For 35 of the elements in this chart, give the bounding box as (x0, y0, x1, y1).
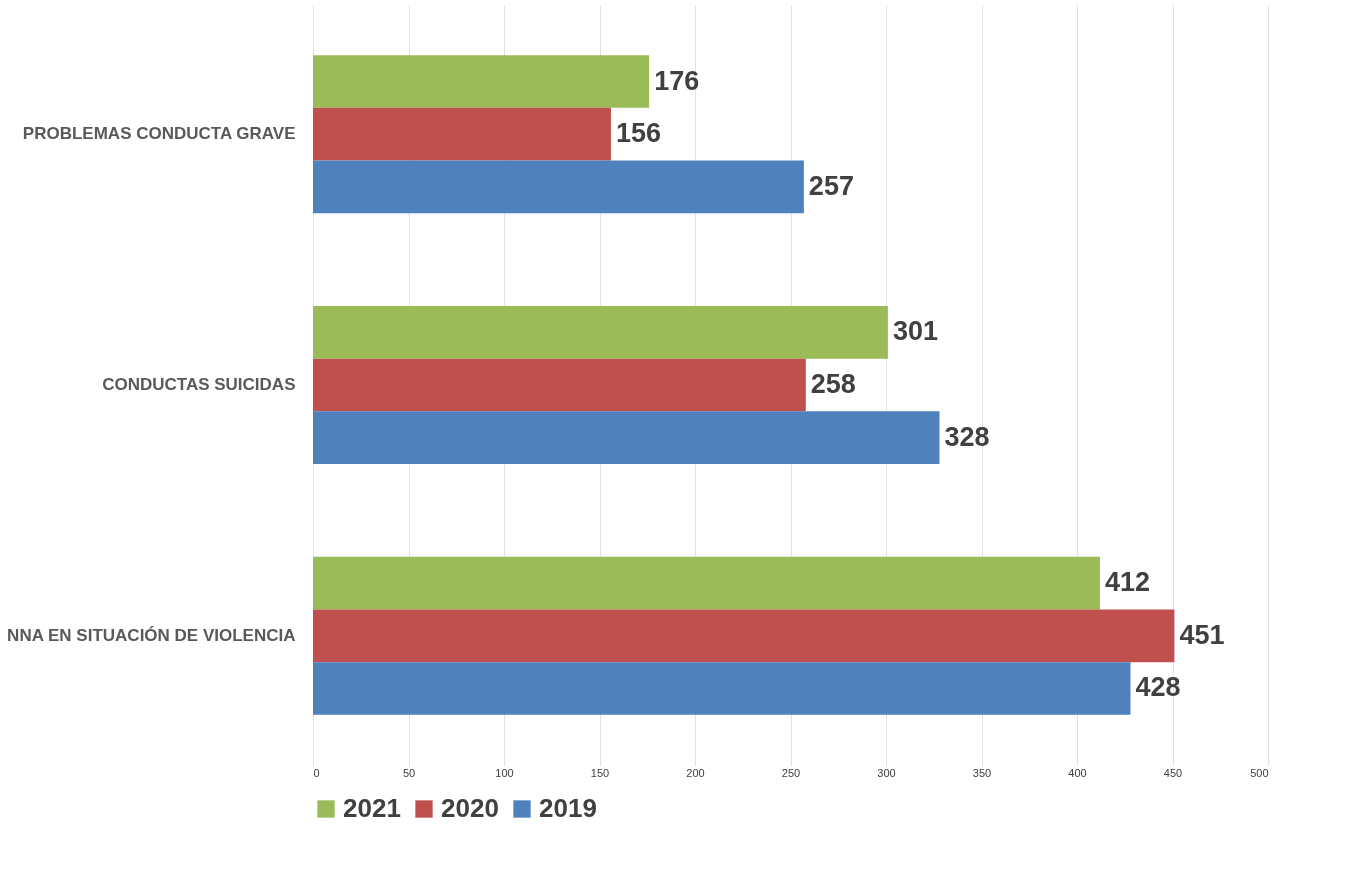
data-label: 258 (810, 369, 856, 399)
x-tick-label: 200 (686, 766, 705, 779)
x-tick-label: 0 (313, 766, 320, 779)
data-label: 301 (892, 316, 938, 347)
legend-label: 2020 (441, 793, 499, 823)
bar (313, 411, 940, 465)
x-tick-label: 350 (972, 766, 992, 779)
bar (313, 609, 1175, 663)
x-tick-label: 500 (1250, 766, 1269, 779)
x-tick-label: 100 (495, 766, 514, 779)
x-tick-label: 300 (877, 766, 896, 779)
y-tick-label: CONDUCTAS SUICIDAS (102, 375, 296, 394)
legend-label: 2019 (539, 793, 597, 823)
legend-label: 2021 (343, 793, 401, 823)
data-label: 451 (1179, 619, 1225, 650)
x-tick-label: 400 (1068, 766, 1087, 779)
x-tick-label: 250 (781, 766, 801, 779)
bar (313, 358, 806, 412)
bar (313, 662, 1131, 715)
x-tick-label: 450 (1163, 766, 1183, 779)
data-label: 176 (654, 65, 700, 96)
bar (313, 305, 888, 359)
bar (313, 107, 611, 161)
data-label: 428 (1135, 672, 1181, 703)
y-tick-label: NNA EN SITUACIÓN DE VIOLENCIA (7, 625, 296, 645)
data-label: 328 (944, 421, 990, 452)
y-tick-label: PROBLEMAS CONDUCTA GRAVE (22, 124, 296, 144)
data-label: 156 (615, 118, 662, 149)
x-tick-label: 150 (590, 766, 610, 779)
x-tick-label: 50 (402, 766, 416, 779)
bar (313, 556, 1100, 610)
bar (313, 160, 804, 214)
data-label: 257 (808, 170, 854, 201)
data-label: 412 (1104, 567, 1150, 598)
bar (313, 55, 650, 108)
